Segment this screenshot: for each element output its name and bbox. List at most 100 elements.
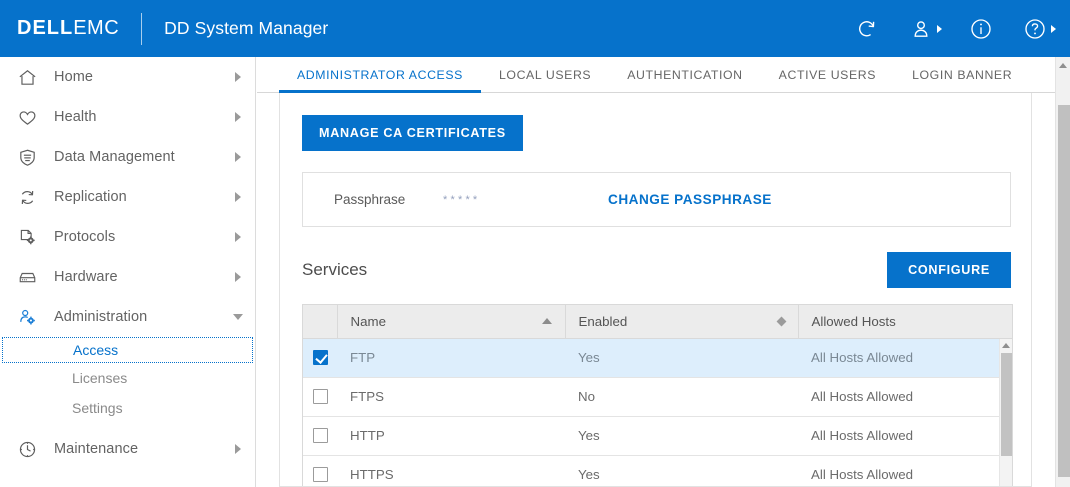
page-scroll-up-button[interactable]	[1056, 57, 1070, 73]
select-all-header-cell[interactable]	[303, 305, 338, 339]
document-gear-icon	[0, 227, 54, 248]
cell-name: HTTPS	[337, 455, 565, 486]
sync-icon	[0, 187, 54, 208]
help-menu[interactable]	[1020, 14, 1056, 44]
chevron-right-icon	[221, 192, 255, 202]
chevron-right-icon	[937, 24, 942, 33]
info-icon[interactable]	[966, 14, 996, 44]
cell-enabled: Yes	[565, 416, 798, 456]
sidebar-item-label: Administration	[54, 309, 148, 325]
tab-authentication[interactable]: AUTHENTICATION	[609, 57, 760, 92]
tab-label: ACTIVE USERS	[778, 67, 877, 82]
sidebar-item-administration[interactable]: Administration	[0, 297, 255, 337]
tab-local-users[interactable]: LOCAL USERS	[481, 57, 609, 92]
sidebar-item-label: Home	[54, 69, 94, 85]
sidebar-item-health[interactable]: Health	[0, 97, 255, 137]
passphrase-value: *****	[443, 193, 481, 206]
tab-login-banner[interactable]: LOGIN BANNER	[894, 57, 1030, 92]
cell-name: FTP	[337, 338, 565, 378]
cell-enabled: Yes	[565, 455, 798, 486]
tab-active-users[interactable]: ACTIVE USERS	[761, 57, 894, 92]
tab-label: LOCAL USERS	[498, 67, 592, 82]
sidebar-subitem-access[interactable]: Access	[2, 337, 253, 363]
tab-administrator-access[interactable]: ADMINISTRATOR ACCESS	[279, 57, 481, 93]
sort-sortable-icon	[776, 316, 786, 327]
sidebar-item-hardware[interactable]: Hardware	[0, 257, 255, 297]
change-passphrase-link[interactable]: CHANGE PASSPHRASE	[608, 192, 772, 207]
column-label: Name	[350, 313, 386, 329]
sidebar-item-label: Replication	[54, 189, 127, 205]
table-row[interactable]: FTP Yes All Hosts Allowed	[303, 338, 1012, 378]
chevron-right-icon	[221, 232, 255, 242]
row-checkbox[interactable]	[312, 350, 328, 366]
sidebar-item-home[interactable]: Home	[0, 57, 255, 97]
scrollbar-thumb[interactable]	[1001, 353, 1012, 456]
passphrase-panel: Passphrase ***** CHANGE PASSPHRASE	[302, 172, 1011, 227]
sidebar-item-replication[interactable]: Replication	[0, 177, 255, 217]
emc-wordmark: EMC	[73, 17, 120, 39]
sidebar-item-data-management[interactable]: Data Management	[0, 137, 255, 177]
manage-ca-certificates-button[interactable]: MANAGE CA CERTIFICATES	[302, 115, 523, 151]
table-row[interactable]: HTTP Yes All Hosts Allowed	[303, 416, 1012, 456]
page-scrollbar[interactable]	[1055, 57, 1070, 487]
cell-name: HTTP	[337, 416, 565, 456]
scroll-up-button[interactable]	[1000, 339, 1012, 352]
row-checkbox-cell[interactable]	[303, 338, 337, 378]
configure-button[interactable]: CONFIGURE	[887, 252, 1011, 288]
user-icon[interactable]	[906, 14, 936, 44]
sidebar-subitem-settings[interactable]: Settings	[0, 393, 255, 423]
row-checkbox[interactable]	[312, 389, 328, 405]
services-table-scrollbar[interactable]	[999, 339, 1012, 486]
column-header-allowed-hosts[interactable]: Allowed Hosts	[798, 305, 1012, 339]
sidebar-subitem-licenses[interactable]: Licenses	[0, 363, 255, 393]
chevron-right-icon	[221, 72, 255, 82]
sidebar-item-label: Maintenance	[54, 441, 139, 457]
row-checkbox[interactable]	[312, 428, 328, 444]
services-table-body: FTP Yes All Hosts Allowed FTPS No All	[303, 338, 1012, 486]
sidebar-nav: Home Health Data Management	[0, 57, 256, 487]
sidebar-item-maintenance[interactable]: Maintenance	[0, 429, 255, 469]
dell-wordmark: DELL	[17, 17, 74, 39]
chevron-right-icon	[221, 112, 255, 122]
triangle-up-icon	[1002, 343, 1010, 348]
sidebar-item-label: Protocols	[54, 229, 116, 245]
disk-drive-icon	[0, 267, 54, 288]
services-header: Services CONFIGURE	[302, 252, 1011, 288]
table-row[interactable]: FTPS No All Hosts Allowed	[303, 377, 1012, 417]
services-title: Services	[302, 260, 368, 279]
services-table: Name Enabled	[303, 305, 1012, 486]
row-checkbox[interactable]	[312, 467, 328, 483]
cell-name: FTPS	[337, 377, 565, 417]
user-menu[interactable]	[906, 14, 942, 44]
sidebar-subitem-label: Settings	[72, 400, 123, 416]
main-content: ADMINISTRATOR ACCESS LOCAL USERS AUTHENT…	[257, 57, 1055, 487]
table-row[interactable]: HTTPS Yes All Hosts Allowed	[303, 455, 1012, 486]
help-icon[interactable]	[1020, 14, 1050, 44]
page-title: DD System Manager	[164, 18, 329, 38]
sort-ascending-icon	[541, 318, 552, 325]
row-checkbox-cell[interactable]	[303, 416, 337, 456]
header-actions	[852, 0, 1056, 57]
clock-icon	[0, 439, 54, 460]
cell-allowed-hosts: All Hosts Allowed	[798, 377, 1012, 417]
column-header-enabled[interactable]: Enabled	[565, 305, 799, 339]
user-gear-icon	[0, 307, 54, 328]
column-label: Allowed Hosts	[811, 313, 896, 329]
column-header-name[interactable]: Name	[337, 305, 566, 339]
cell-allowed-hosts: All Hosts Allowed	[798, 455, 1012, 486]
cell-allowed-hosts: All Hosts Allowed	[798, 416, 1012, 456]
sidebar-subitem-label: Licenses	[72, 370, 128, 386]
row-checkbox-cell[interactable]	[303, 455, 337, 486]
triangle-up-icon	[1059, 62, 1067, 68]
tab-bar: ADMINISTRATOR ACCESS LOCAL USERS AUTHENT…	[257, 57, 1055, 93]
sidebar-item-protocols[interactable]: Protocols	[0, 217, 255, 257]
chevron-right-icon	[221, 444, 255, 454]
page-scrollbar-thumb[interactable]	[1058, 105, 1070, 477]
row-checkbox-cell[interactable]	[303, 377, 337, 417]
column-label: Enabled	[578, 313, 628, 329]
tab-label: LOGIN BANNER	[912, 67, 1013, 82]
table-header-row: Name Enabled	[303, 305, 1012, 339]
chevron-down-icon	[221, 314, 255, 320]
refresh-icon[interactable]	[852, 14, 882, 44]
